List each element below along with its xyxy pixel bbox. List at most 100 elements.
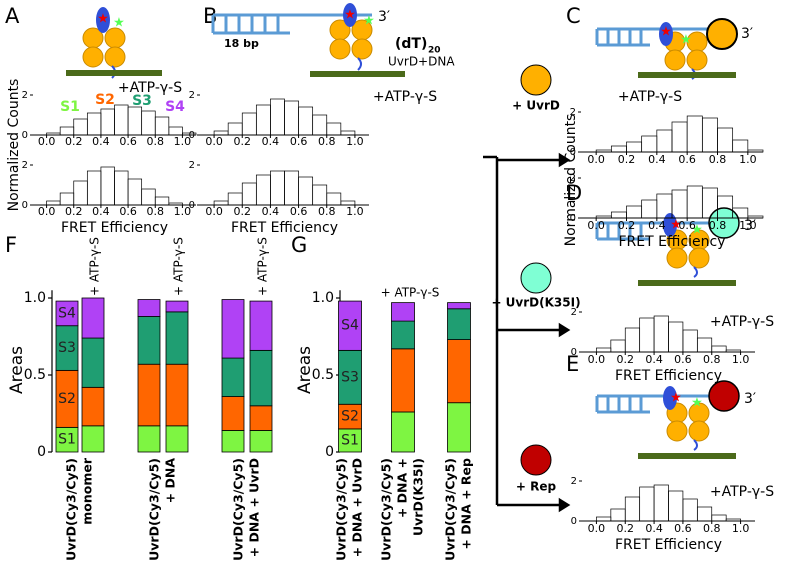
bar-segment: [137, 425, 161, 453]
component-label: S1: [60, 99, 80, 115]
bar-segment: [221, 396, 245, 431]
histogram-bar: [100, 108, 115, 136]
reagent-circle: [520, 262, 552, 294]
bar-segment: [447, 402, 471, 453]
category-label: UvrD(K35I): [411, 458, 426, 536]
histogram-bar: [127, 106, 143, 136]
series-label: S3: [58, 340, 76, 356]
x-tick-label: 0.0: [205, 205, 223, 218]
x-tick-label: 1.0: [346, 205, 364, 218]
y-tick-label: 1.0: [24, 290, 46, 306]
bar-segment: [447, 302, 471, 310]
histogram-bar: [668, 490, 684, 522]
arrow-label: + Rep: [516, 480, 557, 494]
cartoon-c: ★ ★: [595, 18, 738, 80]
histogram-bar: [298, 176, 314, 206]
bar-segment: [81, 337, 105, 388]
histogram-bar: [241, 182, 257, 206]
category-label: + DNA + Rep: [459, 458, 474, 550]
category-label: UvrD(Cy3/Cy5): [147, 458, 162, 561]
histogram-bar: [610, 508, 626, 522]
panel-letter: A: [5, 4, 20, 28]
category-label: + DNA +: [395, 458, 410, 518]
x-tick-label: 0.0: [588, 522, 606, 535]
svg-text:★: ★: [691, 223, 703, 238]
bar-segment: [221, 299, 245, 359]
bar-segment: [137, 316, 161, 365]
x-tick-label: 0.2: [618, 153, 636, 166]
histogram-bar: [711, 514, 727, 522]
y-tick-label: 0: [22, 200, 28, 211]
x-tick-label: 0.6: [678, 153, 696, 166]
bar-segment: [391, 302, 415, 322]
x-tick-label: 0.8: [709, 153, 727, 166]
y-tick-label: 0.5: [24, 367, 46, 383]
x-tick-label: 0.2: [234, 205, 252, 218]
histogram-bar: [284, 100, 299, 136]
histogram-bar: [255, 174, 271, 206]
category-label: + DNA + UvrD: [350, 458, 365, 557]
component-label: S2: [95, 92, 115, 108]
x-tick-label: 0.8: [318, 205, 336, 218]
x-tick-label: 1.0: [739, 153, 757, 166]
bar-segment: [165, 311, 189, 365]
annotation: + ATP-γ-S: [172, 237, 186, 296]
series-label: S1: [341, 432, 359, 448]
cartoon-b-protein: ★ ★: [310, 3, 405, 77]
x-tick-label: 0.8: [147, 205, 165, 218]
annotation: +ATP-γ-S: [710, 314, 774, 330]
y-tick-label: 1.0: [312, 290, 334, 306]
x-tick-label: 1.0: [174, 205, 192, 218]
histogram-bar: [100, 166, 115, 206]
histogram-bar: [626, 205, 643, 219]
histogram-bar: [596, 516, 612, 522]
x-tick-label: 0.8: [703, 522, 721, 535]
histogram-bar: [701, 117, 718, 153]
dna-end: 3′: [378, 9, 390, 25]
histogram-bar: [610, 339, 626, 353]
histogram-bar: [717, 127, 734, 153]
x-tick-label: 0.0: [588, 353, 606, 366]
bar-segment: [137, 299, 161, 317]
x-tick-label: 0.0: [587, 153, 605, 166]
y-tick-label: 0: [570, 213, 576, 224]
x-tick-label: 0.6: [290, 205, 308, 218]
x-tick-label: 0.4: [648, 153, 666, 166]
histogram-bar: [241, 112, 257, 136]
arrows: [483, 152, 571, 513]
category-label: UvrD(Cy3/Cy5): [443, 458, 458, 561]
svg-text:★: ★: [680, 33, 692, 48]
dna-end: 3′: [744, 391, 756, 407]
x-tick-label: 0.4: [92, 205, 110, 218]
x-tick-label: 0.6: [119, 205, 137, 218]
y-tick-label: 0: [570, 147, 576, 158]
y-tick-label: 0.5: [312, 367, 334, 383]
component-label: S4: [165, 99, 185, 115]
panel-letter: D: [566, 181, 582, 205]
histogram-bar: [312, 184, 328, 206]
category-label: UvrD(Cy3/Cy5): [334, 458, 349, 561]
x-tick-label: 0.8: [709, 219, 727, 232]
x-tick-label: 0.0: [587, 219, 605, 232]
bar-segment: [249, 405, 273, 431]
category-label: + DNA + UvrD: [247, 458, 262, 557]
histogram-bar: [639, 317, 655, 353]
histogram-bar: [668, 321, 684, 353]
histogram-bar: [610, 211, 627, 219]
bar-segment: [338, 300, 362, 351]
x-tick-label: 0.2: [234, 135, 252, 148]
x-axis-label: FRET Efficiency: [615, 537, 722, 553]
annotation: + ATP-γ-S: [381, 286, 440, 300]
histogram-bar: [127, 178, 143, 206]
x-tick-label: 0.6: [674, 522, 692, 535]
bar-segment: [221, 357, 245, 397]
x-tick-label: 0.2: [617, 522, 635, 535]
x-tick-label: 0.6: [290, 135, 308, 148]
x-tick-label: 0.8: [703, 353, 721, 366]
histogram-bar: [732, 139, 749, 153]
series-label: S2: [58, 391, 76, 407]
cartoon-d: ★ ★: [595, 207, 740, 286]
x-tick-label: 0.4: [648, 219, 666, 232]
x-axis-label: FRET Efficiency: [618, 234, 725, 250]
x-tick-label: 0.6: [119, 135, 137, 148]
